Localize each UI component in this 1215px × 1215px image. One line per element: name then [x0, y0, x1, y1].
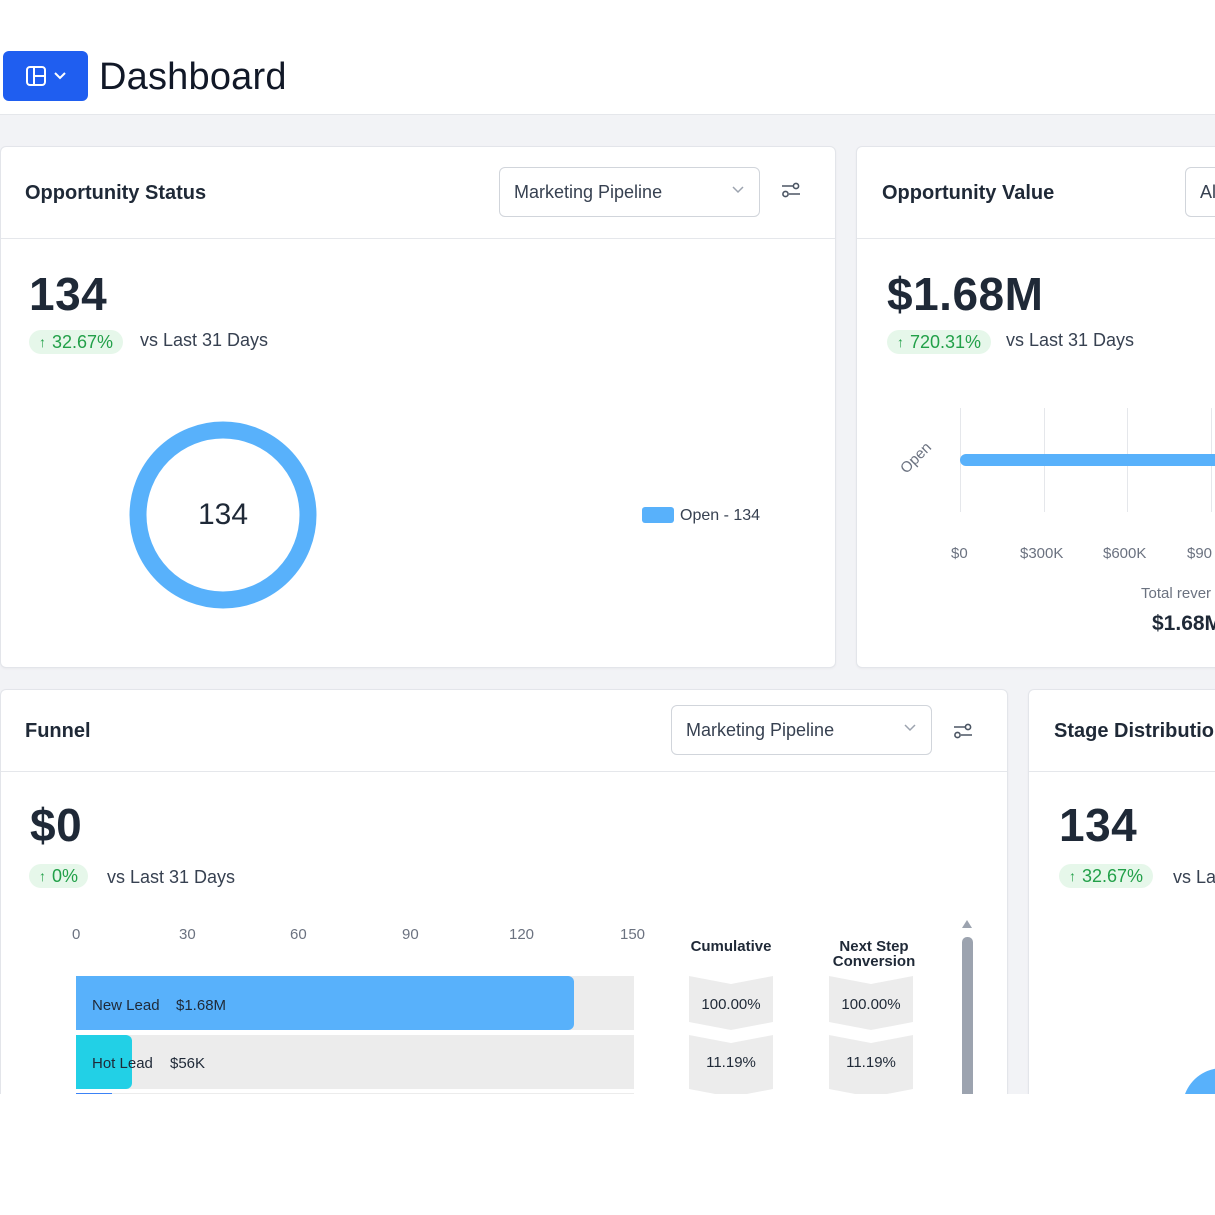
y-axis-label-open: Open [897, 439, 935, 478]
funnel-bar-next [76, 1093, 112, 1094]
stage-name: New Lead [92, 997, 160, 1014]
funnel-card: Funnel Marketing Pipeline $0 ↑ 0% vs Las… [0, 689, 1008, 1094]
next-step-header: Next Step Conversion [832, 938, 916, 970]
next-step-cell-bg [829, 1035, 913, 1094]
pipeline-select-value: Al [1200, 182, 1215, 202]
comparison-text: vs Last 31 Days [107, 867, 236, 887]
legend-label-open: Open - 134 [680, 507, 761, 524]
change-badge: ↑ 32.67% [29, 330, 124, 354]
stage-distribution-card: Stage Distributio 134 ↑ 32.67% vs La [1028, 689, 1215, 1094]
stage-amount: $1.68M [176, 997, 227, 1014]
arrow-up-icon: ↑ [39, 868, 46, 884]
layout-switcher-button[interactable] [3, 51, 88, 101]
pipeline-select-value: Marketing Pipeline [514, 182, 663, 202]
stage-distribution-count: 134 [1059, 799, 1138, 851]
card-header: Stage Distributio [1029, 690, 1215, 772]
x-tick: 150 [620, 926, 646, 943]
card-title: Opportunity Status [25, 182, 207, 204]
legend-swatch-open [642, 507, 674, 523]
pipeline-select[interactable]: Marketing Pipeline [671, 705, 932, 755]
opportunity-count: 134 [29, 268, 108, 320]
chevron-down-icon [732, 186, 744, 194]
arrow-up-icon: ↑ [897, 334, 904, 350]
funnel-track [76, 1035, 634, 1089]
x-tick: 60 [290, 926, 307, 943]
change-value: 32.67% [1082, 865, 1144, 886]
cumulative-value: 11.19% [706, 1054, 756, 1071]
arrow-up-icon: ↑ [39, 334, 46, 350]
donut-slice-open[interactable] [129, 421, 317, 609]
opportunity-status-card: Opportunity Status Marketing Pipeline 13… [0, 146, 836, 668]
scrollbar-thumb[interactable] [962, 937, 973, 1094]
comparison-text: vs Last 31 Days [1006, 330, 1135, 350]
change-badge: ↑ 720.31% [887, 330, 992, 354]
funnel-bar-new-lead[interactable] [76, 976, 574, 1030]
stage-name: Hot Lead [92, 1055, 153, 1072]
bar-open[interactable] [960, 454, 1215, 466]
card-header: Opportunity Value Al [857, 147, 1215, 239]
donut-center-value: 134 [197, 498, 249, 531]
next-step-cell-bg [829, 976, 913, 1030]
cumulative-cell-bg [689, 1035, 773, 1094]
cumulative-header: Cumulative [690, 938, 772, 955]
change-value: 720.31% [910, 331, 982, 352]
comparison-text: vs La [1173, 867, 1215, 887]
card-header: Opportunity Status Marketing Pipeline [1, 147, 835, 239]
donut-chart [129, 421, 317, 609]
total-revenue-label: Total rever [1141, 585, 1212, 602]
x-tick: $90 [1187, 545, 1213, 562]
next-step-value: 100.00% [841, 996, 901, 1013]
card-title: Stage Distributio [1054, 720, 1215, 742]
cumulative-value: 100.00% [701, 996, 761, 1013]
x-tick: $600K [1103, 545, 1147, 562]
total-revenue-value: $1.68M [1152, 612, 1215, 635]
scroll-up-icon[interactable] [961, 919, 973, 929]
pipeline-select[interactable]: Al [1185, 167, 1215, 217]
opportunity-value-total: $1.68M [887, 268, 1044, 320]
funnel-track-next [112, 1093, 634, 1094]
change-value: 32.67% [52, 331, 114, 352]
filter-settings-icon[interactable] [952, 722, 974, 740]
x-tick: 0 [72, 926, 81, 943]
funnel-value: $0 [30, 799, 83, 851]
top-bar: Dashboard [0, 0, 1215, 115]
x-tick: $300K [1020, 545, 1064, 562]
next-step-value: 11.19% [846, 1054, 896, 1071]
arrow-up-icon: ↑ [1069, 868, 1076, 884]
page-title: Dashboard [99, 56, 287, 98]
opportunity-value-card: Opportunity Value Al $1.68M ↑ 720.31% vs… [856, 146, 1215, 668]
page-footer-area [0, 1094, 1215, 1215]
pie-slice[interactable] [1185, 1068, 1215, 1094]
card-header: Funnel Marketing Pipeline [1, 690, 1007, 772]
card-title: Funnel [25, 720, 91, 742]
pipeline-select[interactable]: Marketing Pipeline [499, 167, 760, 217]
pie-chart-partial [1185, 1068, 1215, 1094]
funnel-bar-hot-lead[interactable] [76, 1035, 132, 1089]
change-badge: ↑ 32.67% [1059, 864, 1154, 888]
change-badge: ↑ 0% [29, 864, 89, 888]
pipeline-select-value: Marketing Pipeline [686, 720, 835, 740]
x-tick: 90 [402, 926, 419, 943]
chevron-down-icon [53, 72, 66, 80]
x-tick: $0 [951, 545, 968, 562]
filter-settings-icon[interactable] [780, 181, 802, 199]
chevron-down-icon [904, 724, 916, 732]
comparison-text: vs Last 31 Days [140, 330, 269, 350]
x-tick: 30 [179, 926, 196, 943]
layout-grid-icon [25, 66, 46, 86]
stage-amount: $56K [170, 1055, 206, 1072]
cumulative-cell-bg [689, 976, 773, 1030]
change-value: 0% [52, 865, 79, 886]
card-title: Opportunity Value [882, 182, 1055, 204]
x-tick: 120 [509, 926, 535, 943]
dashboard-canvas: Opportunity Status Marketing Pipeline 13… [0, 115, 1215, 1094]
